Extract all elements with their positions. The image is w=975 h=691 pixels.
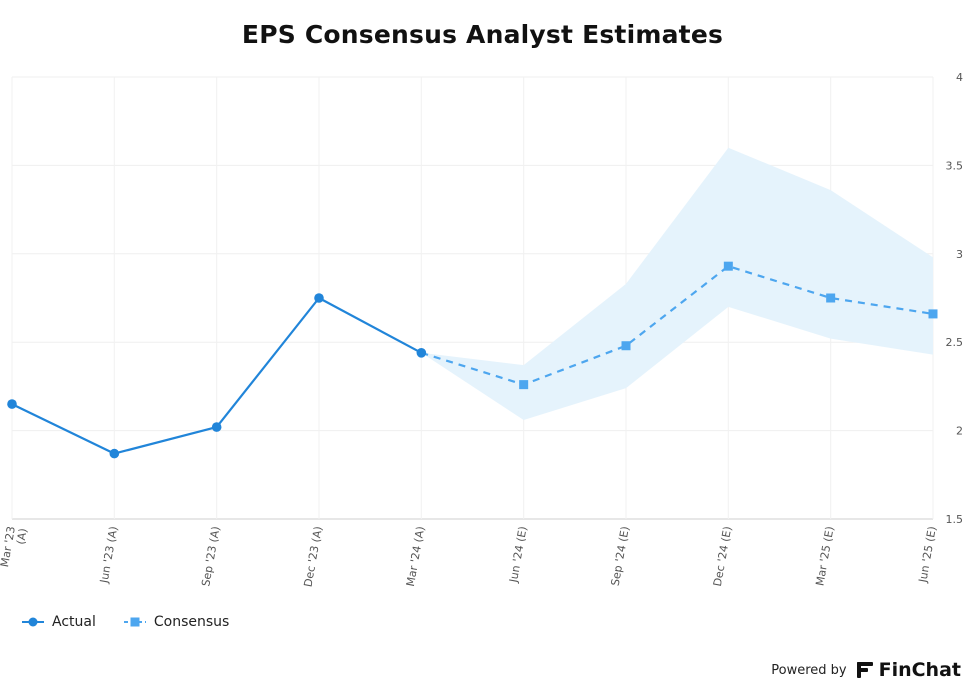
x-tick-label: Dec '23 (A) (301, 525, 324, 588)
legend-consensus-label: Consensus (153, 614, 230, 630)
legend-actual-label: Actual (52, 614, 96, 630)
consensus-point (723, 261, 733, 271)
chart-title: EPS Consensus Analyst Estimates (241, 20, 724, 49)
actual-point (416, 348, 427, 358)
y-tick-label: 3 (956, 248, 963, 261)
x-tick-label: Jun '25 (E) (916, 525, 939, 584)
x-tick-label: Jun '23 (A) (97, 525, 120, 585)
actual-point (109, 448, 120, 459)
eps-chart: 1.5 2 2.5 3 3.5 4 Mar '23(A) Jun '23 (A) Sep '2… (0, 71, 964, 588)
x-axis-ticks: Mar '23(A) Jun '23 (A) Sep '23 (A) Dec '23 … (0, 525, 939, 588)
range-band-area (421, 147, 933, 420)
consensus-dashed-square-icon (123, 617, 146, 627)
x-tick-label: Mar '23(A) (0, 525, 30, 570)
actual-line-dot-icon (22, 617, 44, 627)
actual-point (7, 399, 17, 409)
consensus-line (421, 265, 934, 386)
legend-consensus[interactable]: Consensus (123, 614, 230, 630)
actual-point (314, 293, 324, 303)
y-tick-label: 3.5 (946, 159, 964, 172)
consensus-point (519, 380, 529, 390)
x-tick-label: Sep '24 (E) (609, 525, 632, 587)
x-tick-label: Sep '23 (A) (199, 525, 222, 587)
actual-point (211, 422, 222, 432)
consensus-point (826, 293, 836, 303)
y-tick-label: 2.5 (946, 336, 964, 349)
x-tick-label: Dec '24 (E) (711, 525, 734, 587)
x-tick-label: Jun '24 (E) (507, 525, 530, 584)
y-axis-ticks: 1.5 2 2.5 3 3.5 4 (946, 71, 964, 526)
series-points (7, 261, 938, 459)
y-tick-label: 4 (956, 71, 963, 84)
powered-by: Powered by FinChat (771, 659, 961, 681)
x-tick-label: Mar '25 (E) (813, 525, 836, 587)
legend-actual[interactable]: Actual (22, 614, 96, 630)
consensus-point (621, 341, 631, 351)
finchat-brand: FinChat (878, 659, 961, 681)
estimate-range-band (421, 147, 933, 420)
consensus-point (928, 309, 938, 319)
legend: Actual Consensus (22, 614, 257, 630)
y-tick-label: 2 (956, 425, 963, 438)
x-tick-label: Mar '24 (A) (404, 525, 427, 587)
powered-by-text: Powered by (771, 662, 847, 678)
y-tick-label: 1.5 (946, 513, 964, 526)
finchat-logo-icon (856, 662, 873, 678)
